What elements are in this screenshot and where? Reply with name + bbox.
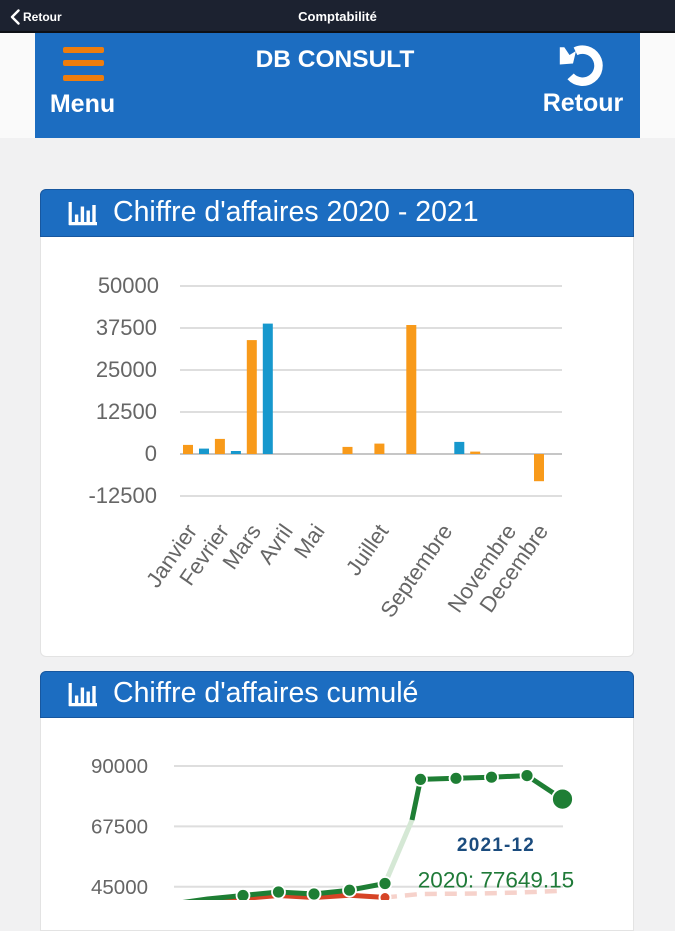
svg-text:0: 0 — [145, 441, 157, 466]
svg-text:50000: 50000 — [98, 273, 159, 298]
svg-text:67500: 67500 — [91, 815, 148, 838]
svg-text:45000: 45000 — [91, 876, 148, 899]
svg-text:12500: 12500 — [96, 399, 157, 424]
svg-text:-12500: -12500 — [88, 483, 157, 508]
svg-text:Mai: Mai — [289, 520, 330, 563]
svg-text:37500: 37500 — [96, 315, 157, 340]
svg-text:90000: 90000 — [91, 755, 148, 778]
svg-text:2020: 77649.15: 2020: 77649.15 — [418, 868, 574, 893]
svg-text:2021-12: 2021-12 — [457, 835, 535, 856]
svg-text:Juillet: Juillet — [341, 520, 394, 580]
svg-text:25000: 25000 — [96, 357, 157, 382]
